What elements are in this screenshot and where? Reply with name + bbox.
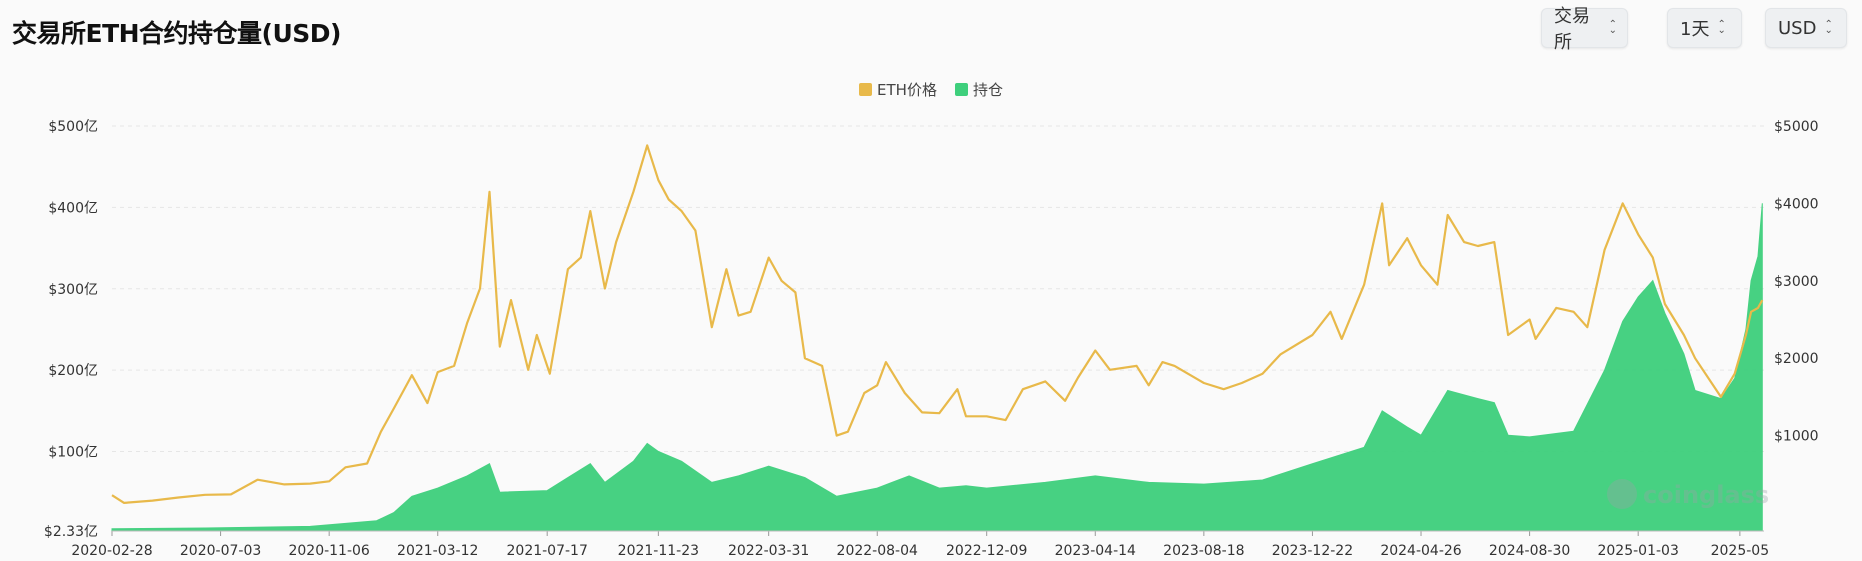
chevron-updown-icon: ⌃ ⌄ [1717,19,1726,36]
y-right-tick-label: $5000 [1774,119,1819,135]
interval-select-label: 1天 [1680,19,1710,40]
chevron-updown-icon: ⌃ ⌄ [1608,19,1617,36]
y-left-tick-label: $2.33亿 [44,524,98,540]
x-tick-label: 2022-03-31 [728,543,809,559]
currency-select[interactable]: USD ⌃ ⌄ [1765,8,1847,48]
x-tick-label: 2020-11-06 [288,543,369,559]
x-tick-label: 2021-11-23 [618,543,699,559]
y-right-tick-label: $2000 [1774,351,1819,367]
x-tick-label: 2024-04-26 [1380,543,1461,559]
legend-item-price[interactable]: ETH价格 [859,79,937,100]
legend-item-oi[interactable]: 持仓 [954,79,1003,100]
legend-label-oi: 持仓 [972,81,1003,99]
x-tick-label: 2020-02-28 [71,543,152,559]
x-tick-label: 2021-07-17 [507,543,588,559]
exchange-select-label: 交易所 [1554,6,1590,53]
x-tick-label: 2021-03-12 [397,543,478,559]
x-tick-label: 2023-08-18 [1163,543,1244,559]
legend-label-price: ETH价格 [877,81,937,99]
x-tick-label: 2024-08-30 [1489,543,1570,559]
x-tick-label: 2023-12-22 [1272,543,1353,559]
chart-legend: ETH价格 持仓 [0,79,1862,100]
exchange-select[interactable]: 交易所 ⌃ ⌄ [1541,6,1628,53]
x-tick-label: 2022-12-09 [946,543,1027,559]
coinglass-logo-icon [1607,479,1637,509]
y-right-tick-label: $3000 [1774,274,1819,290]
series-price-line [111,144,1764,504]
y-left-tick-label: $200亿 [48,363,98,379]
x-tick-label: 2022-08-04 [837,543,918,559]
watermark-text: coinglass [1643,481,1769,509]
currency-select-label: USD [1778,17,1817,39]
legend-swatch-oi [954,83,968,96]
page-title: 交易所ETH合约持仓量(USD) [12,19,341,48]
y-left-tick-label: $100亿 [48,445,98,461]
chevron-updown-icon: ⌃ ⌄ [1824,19,1833,36]
series-oi-area [111,203,1763,532]
y-left-tick-label: $300亿 [48,282,98,298]
x-tick-label: 2025-05 [1711,543,1770,559]
interval-select[interactable]: 1天 ⌃ ⌄ [1667,8,1742,48]
legend-swatch-price [859,83,873,96]
y-left-tick-label: $400亿 [48,200,98,216]
x-tick-label: 2023-04-14 [1055,543,1136,559]
y-left-tick-label: $500亿 [48,119,98,135]
y-right-tick-label: $1000 [1774,429,1819,445]
x-tick-label: 2025-01-03 [1597,543,1678,559]
y-right-tick-label: $4000 [1774,196,1819,212]
watermark: coinglass [1607,479,1769,509]
x-tick-label: 2020-07-03 [180,543,261,559]
